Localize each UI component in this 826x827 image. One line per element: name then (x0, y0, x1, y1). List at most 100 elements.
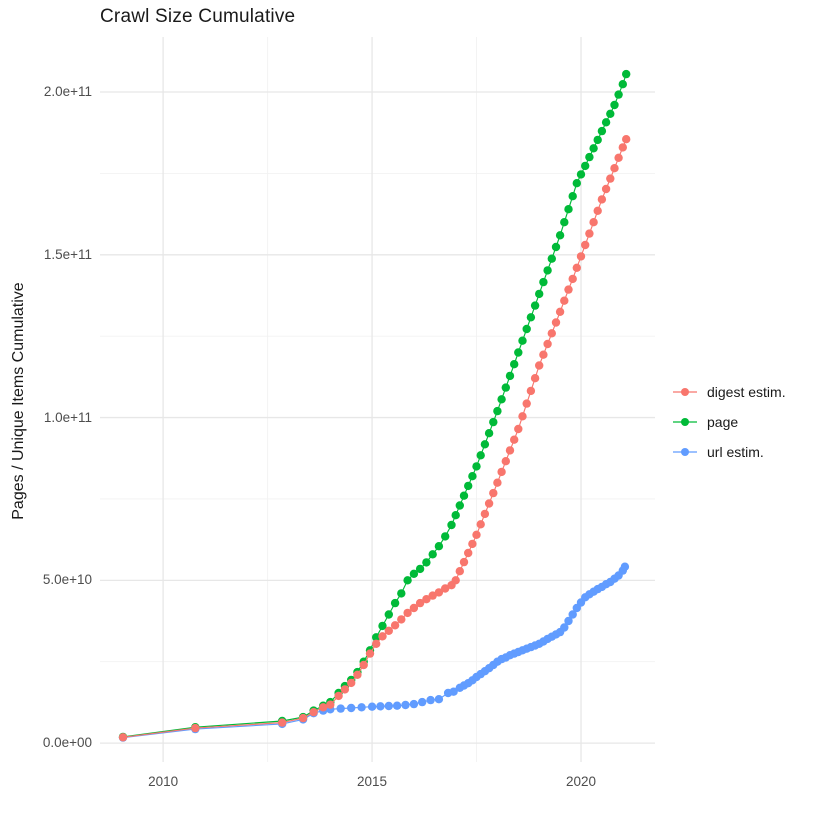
data-point (620, 562, 630, 571)
data-point (581, 240, 590, 250)
y-tick-label: 1.5e+11 (43, 246, 92, 262)
data-point (551, 318, 561, 327)
data-point (464, 548, 473, 558)
data-point (489, 417, 498, 427)
data-point (501, 383, 510, 392)
data-point (497, 395, 506, 404)
series-line (122, 566, 626, 739)
data-point (347, 703, 356, 713)
data-point (576, 252, 586, 261)
legend-key-point (681, 418, 689, 426)
data-point (589, 218, 598, 227)
data-point (601, 118, 611, 127)
data-point (581, 161, 590, 171)
data-point (593, 206, 602, 215)
data-point (347, 678, 356, 688)
data-point (476, 520, 485, 529)
data-point (497, 467, 506, 477)
data-point (535, 361, 544, 370)
data-point (476, 451, 485, 460)
y-tick-label: 2.0e+11 (43, 84, 92, 100)
series-digest-estim (118, 135, 631, 742)
data-point (326, 700, 335, 709)
data-point (397, 615, 406, 624)
legend-key-icon (673, 418, 697, 426)
data-point (451, 576, 460, 585)
legend-item: page (672, 407, 786, 437)
data-point (560, 296, 569, 305)
data-point (319, 703, 328, 712)
data-point (428, 550, 437, 559)
data-point (547, 329, 556, 338)
data-point (415, 564, 425, 574)
data-point (572, 263, 581, 272)
data-point (455, 567, 464, 576)
legend-key-icon (673, 448, 697, 456)
data-point (459, 491, 469, 500)
data-point (409, 569, 419, 578)
data-point (468, 539, 477, 549)
data-point (449, 687, 458, 696)
data-point (451, 511, 460, 520)
data-point (484, 429, 494, 438)
data-point (403, 608, 412, 618)
data-point (409, 603, 419, 613)
x-tick-label: 2015 (357, 774, 388, 789)
data-point (378, 621, 387, 631)
data-point (336, 704, 345, 713)
data-point (372, 633, 381, 642)
data-point (118, 733, 128, 742)
data-point (392, 701, 402, 710)
data-point (441, 532, 450, 541)
data-point (434, 695, 444, 704)
data-point (597, 126, 607, 136)
data-point (472, 462, 481, 471)
data-point (564, 285, 573, 294)
legend-key-point (681, 388, 689, 396)
data-point (365, 649, 375, 658)
data-point (593, 135, 602, 145)
data-point (493, 478, 502, 487)
data-point (426, 695, 435, 705)
data-point (568, 610, 577, 619)
data-point (334, 691, 343, 701)
data-point (428, 591, 437, 600)
data-point (191, 723, 200, 733)
data-point (278, 718, 287, 727)
data-point (555, 231, 565, 240)
data-point (390, 621, 400, 630)
data-point (484, 499, 494, 508)
data-point (418, 697, 427, 707)
data-point (384, 701, 393, 711)
x-tick-label: 2020 (565, 774, 597, 789)
data-point (468, 472, 477, 481)
data-point (547, 254, 556, 263)
data-point (589, 144, 598, 153)
data-point (568, 274, 577, 284)
data-point (622, 135, 631, 144)
data-point (543, 339, 552, 349)
chart-title: Crawl Size Cumulative (100, 6, 296, 27)
data-point (505, 446, 515, 455)
data-point (510, 435, 519, 444)
data-point (610, 164, 619, 173)
data-point (597, 195, 607, 204)
series-url-estim (118, 562, 630, 742)
legend-label: page (707, 414, 739, 430)
legend-item: digest estim. (672, 377, 786, 407)
data-point (522, 399, 531, 408)
data-point (564, 205, 573, 214)
data-point (614, 153, 623, 162)
data-point (551, 242, 561, 252)
data-point (372, 639, 381, 648)
legend-item: url estim. (672, 437, 786, 467)
legend: digest estim. page url estim. (672, 377, 786, 467)
data-point (501, 457, 510, 466)
data-point (539, 277, 548, 287)
data-point (614, 90, 623, 99)
data-point (340, 685, 350, 694)
data-point (397, 589, 406, 598)
data-point (514, 424, 523, 434)
